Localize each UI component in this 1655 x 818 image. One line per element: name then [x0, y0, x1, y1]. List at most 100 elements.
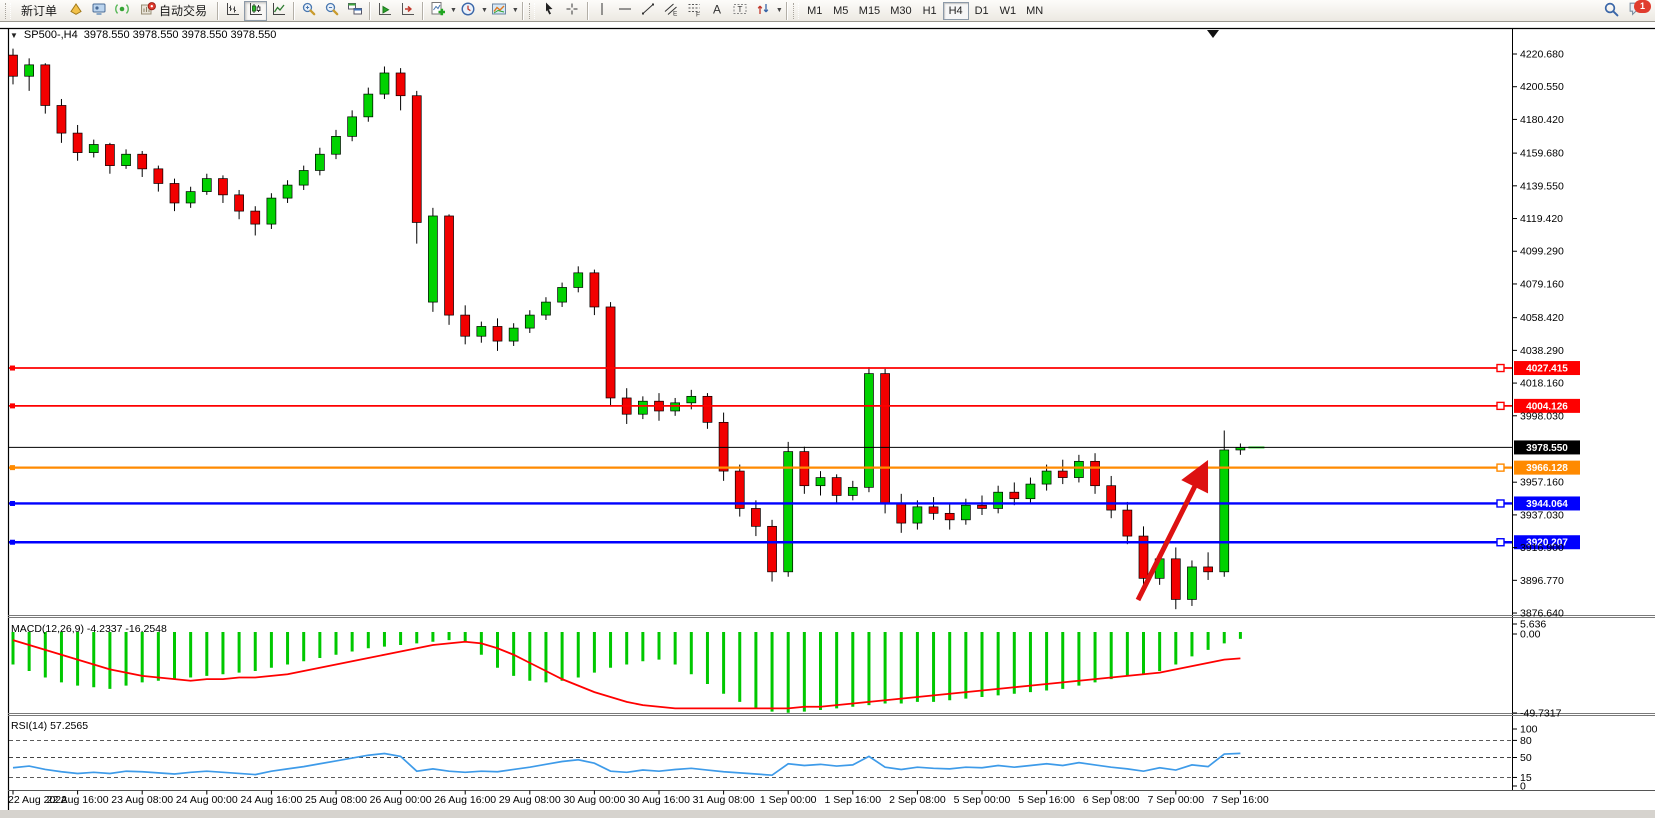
metaeditor-button[interactable]	[64, 1, 87, 21]
chart-area[interactable]: 4027.415 4004.126 3978.550 3966.128 3944.064…	[0, 22, 1655, 818]
svg-text:30 Aug 16:00: 30 Aug 16:00	[628, 794, 690, 806]
terminal-button[interactable]	[87, 1, 110, 21]
right-shift-marker-icon	[1207, 30, 1219, 38]
svg-text:0.00: 0.00	[1520, 629, 1541, 641]
svg-text:3944.064: 3944.064	[1526, 499, 1568, 510]
chart-shift-icon	[400, 1, 416, 20]
tile-windows-button[interactable]	[343, 1, 366, 21]
indicators-dropdown-caret-icon[interactable]: ▼	[450, 7, 457, 14]
toolbar-right-group: 1	[1600, 0, 1651, 21]
vertical-line-button[interactable]	[591, 1, 614, 21]
periods-icon	[460, 1, 476, 20]
zoom-in-button[interactable]	[297, 1, 320, 21]
svg-text:29 Aug 08:00: 29 Aug 08:00	[499, 794, 561, 806]
signals-button[interactable]	[110, 1, 133, 21]
trendline-button[interactable]	[637, 1, 660, 21]
rsi-line	[12, 752, 1241, 777]
one-click-trading-arrow-icon[interactable]: ▼	[10, 30, 18, 40]
svg-text:F: F	[696, 12, 700, 18]
fibonacci-button[interactable]: F	[683, 1, 706, 21]
crosshair-button[interactable]	[561, 1, 584, 21]
svg-text:3876.640: 3876.640	[1520, 608, 1564, 620]
timeframe-m30-button[interactable]: M30	[885, 2, 916, 20]
new-order-label: 新订单	[21, 4, 58, 18]
text-label-button[interactable]: T	[729, 1, 752, 21]
svg-text:31 Aug 08:00: 31 Aug 08:00	[693, 794, 755, 806]
zoom-out-button[interactable]	[320, 1, 343, 21]
timeframe-h4-button[interactable]: H4	[942, 1, 969, 20]
line-chart-button[interactable]	[267, 1, 290, 21]
periods-dropdown-caret-icon[interactable]: ▼	[480, 7, 488, 14]
svg-text:4058.420: 4058.420	[1520, 312, 1564, 324]
chart-title: ▼ SP500-,H4 3978.550 3978.550 3978.550 3…	[10, 29, 276, 41]
svg-text:0: 0	[1520, 781, 1526, 793]
equidistant-channel-button[interactable]: E	[660, 1, 683, 21]
svg-text:T: T	[738, 5, 743, 14]
timeframe-m15-button[interactable]: M15	[854, 2, 885, 20]
svg-text:4180.420: 4180.420	[1520, 114, 1564, 126]
indicators-icon	[430, 1, 446, 20]
svg-text:3916.900: 3916.900	[1520, 542, 1564, 554]
cursor-button[interactable]	[538, 1, 561, 21]
periods-button[interactable]	[457, 1, 480, 21]
search-button[interactable]	[1600, 1, 1623, 21]
signals-icon	[114, 1, 130, 20]
auto-trading-label: 自动交易	[159, 4, 208, 18]
zoom-out-icon	[324, 1, 340, 20]
cursor-icon	[541, 1, 557, 20]
svg-text:3966.128: 3966.128	[1526, 463, 1568, 474]
terminal-icon	[91, 1, 107, 20]
svg-text:15: 15	[1520, 772, 1532, 784]
candlestick-chart-button[interactable]	[244, 0, 268, 21]
svg-text:5 Sep 00:00: 5 Sep 00:00	[954, 794, 1011, 806]
templates-icon	[491, 1, 507, 20]
svg-text:80: 80	[1520, 735, 1532, 747]
toolbar-grip[interactable]	[528, 2, 535, 19]
svg-text:3978.550: 3978.550	[1526, 443, 1568, 454]
templates-button[interactable]	[488, 1, 511, 21]
equidistant-channel-icon: E	[663, 1, 679, 20]
text-button[interactable]: A	[706, 1, 729, 21]
templates-dropdown-caret-icon[interactable]: ▼	[511, 7, 519, 14]
horizontal-line-button[interactable]	[614, 1, 637, 21]
chart-shift-button[interactable]	[396, 1, 419, 21]
svg-text:50: 50	[1520, 752, 1532, 764]
trendline-icon	[640, 1, 656, 20]
arrows-dropdown-caret-icon[interactable]: ▼	[775, 7, 783, 14]
svg-text:4027.415: 4027.415	[1526, 364, 1568, 375]
timeframe-d1-button[interactable]: D1	[969, 2, 995, 20]
auto-trading-button[interactable]: 自动交易	[133, 1, 214, 21]
toolbar-separator	[369, 1, 371, 20]
arrows-button[interactable]	[752, 1, 775, 21]
timeframe-h1-button[interactable]: H1	[917, 2, 943, 20]
rsi-label: RSI(14) 57.2565	[11, 720, 89, 732]
chat-button[interactable]: 1	[1623, 0, 1651, 21]
auto-scroll-button[interactable]	[373, 1, 396, 21]
symbol-period-label: SP500-,H4	[23, 29, 78, 41]
timeframe-mn-button[interactable]: MN	[1021, 2, 1048, 20]
indicators-button[interactable]	[426, 1, 449, 21]
timeframe-m1-button[interactable]: M1	[802, 2, 828, 20]
text-label-icon: T	[732, 1, 748, 20]
timeframe-w1-button[interactable]: W1	[995, 2, 1022, 20]
macd-signal-line	[12, 639, 1241, 710]
arrows-icon	[755, 1, 771, 20]
toolbar-grip[interactable]	[792, 2, 799, 19]
svg-text:6 Sep 08:00: 6 Sep 08:00	[1083, 794, 1140, 806]
svg-text:22 Aug 16:00: 22 Aug 16:00	[47, 794, 109, 806]
timeframe-m5-button[interactable]: M5	[828, 2, 854, 20]
new-order-button[interactable]: 新订单	[14, 1, 64, 21]
toolbar-separator	[422, 1, 424, 20]
svg-text:-49.7317: -49.7317	[1520, 708, 1562, 720]
toolbar-separator	[785, 1, 787, 20]
toolbar-grip[interactable]	[5, 2, 11, 19]
notification-badge: 1	[1634, 0, 1651, 13]
svg-text:4038.290: 4038.290	[1520, 345, 1564, 357]
svg-text:2 Sep 08:00: 2 Sep 08:00	[889, 794, 946, 806]
bar-chart-button[interactable]	[221, 1, 244, 21]
chart-canvas[interactable]: 4027.415 4004.126 3978.550 3966.128 3944.064…	[0, 22, 1655, 818]
